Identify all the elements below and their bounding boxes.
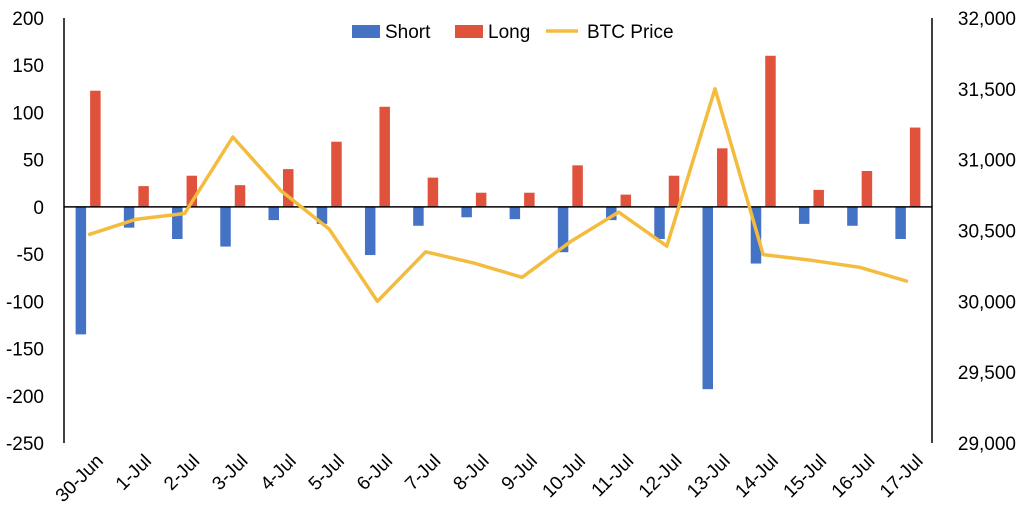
- right-axis-ticks: 32,000 31,500 31,000 30,500 30,000 29,500 29,0…: [958, 9, 1016, 455]
- short-bar: [606, 206, 617, 221]
- long-bar: [668, 175, 680, 207]
- x-tick-label: 4-Jul: [257, 451, 301, 495]
- btc-price-line-group: [87, 87, 909, 304]
- x-tick-label: 16-Jul: [828, 451, 879, 502]
- x-tick-label: 10-Jul: [539, 451, 590, 502]
- short-bar: [702, 206, 713, 390]
- long-bar: [620, 194, 632, 207]
- x-tick-label: 3-Jul: [208, 451, 252, 495]
- left-tick-label: 100: [12, 103, 44, 124]
- x-tick-label: 8-Jul: [450, 451, 494, 495]
- long-bar: [717, 148, 728, 207]
- short-bar: [798, 206, 810, 224]
- x-tick-label: 12-Jul: [635, 451, 686, 502]
- left-axis-ticks: 200 150 100 50 0 -50 -100 -150 -200 -250: [6, 9, 44, 455]
- long-bar: [909, 127, 921, 207]
- bars: [75, 55, 921, 390]
- short-bar: [268, 206, 279, 221]
- long-bar: [427, 177, 439, 207]
- left-tick-label: 50: [23, 151, 44, 172]
- long-bar: [765, 55, 776, 207]
- right-tick-label: 29,500: [958, 363, 1016, 384]
- long-bar: [283, 169, 294, 207]
- legend-label: Short: [385, 22, 431, 43]
- long-bar: [234, 185, 246, 207]
- long-bar: [475, 192, 487, 207]
- short-bar: [509, 206, 521, 220]
- long-bar: [90, 90, 101, 207]
- short-bar: [413, 206, 424, 226]
- x-tick-label: 5-Jul: [305, 451, 349, 495]
- btc-price-line: [87, 87, 909, 304]
- left-tick-label: -150: [6, 340, 44, 361]
- x-tick-label: 7-Jul: [401, 451, 445, 495]
- short-bar: [220, 206, 231, 247]
- right-tick-label: 30,500: [958, 222, 1016, 243]
- x-tick-label: 9-Jul: [498, 451, 542, 495]
- left-tick-label: 150: [12, 56, 44, 77]
- legend: Short Long BTC Price: [352, 22, 674, 43]
- long-bar: [379, 106, 390, 207]
- long-bar: [186, 175, 198, 207]
- x-tick-label: 15-Jul: [780, 451, 831, 502]
- left-tick-label: -100: [6, 292, 44, 313]
- x-tick-label: 2-Jul: [160, 451, 204, 495]
- long-bar: [861, 171, 873, 207]
- right-tick-label: 31,000: [958, 151, 1016, 172]
- right-tick-label: 31,500: [958, 80, 1016, 101]
- short-bar: [172, 206, 183, 239]
- x-axis-labels: 30-Jun 1-Jul 2-Jul 3-Jul 4-Jul 5-Jul 6-Jul 7-Ju…: [52, 451, 928, 507]
- x-tick-label: 6-Jul: [353, 451, 397, 495]
- long-bar: [331, 141, 342, 207]
- x-tick-label: 13-Jul: [683, 451, 734, 502]
- x-tick-label: 14-Jul: [731, 451, 782, 502]
- x-tick-label: 17-Jul: [876, 451, 927, 502]
- long-bar: [524, 192, 535, 207]
- long-bar: [572, 165, 583, 207]
- long-bar: [813, 189, 824, 207]
- x-tick-label: 11-Jul: [588, 451, 638, 501]
- short-bar: [75, 206, 87, 335]
- left-tick-label: 200: [12, 9, 44, 30]
- left-tick-label: -250: [6, 434, 44, 455]
- short-bar: [654, 206, 665, 239]
- right-tick-label: 30,000: [958, 292, 1016, 313]
- short-bar: [316, 206, 328, 224]
- short-bar: [847, 206, 858, 226]
- left-tick-label: 0: [33, 198, 44, 219]
- x-tick-label: 30-Jun: [52, 451, 108, 507]
- legend-label: BTC Price: [587, 22, 674, 43]
- short-bar: [123, 206, 135, 228]
- left-tick-label: -50: [17, 245, 44, 266]
- short-bar: [557, 206, 569, 253]
- right-tick-label: 32,000: [958, 9, 1016, 30]
- legend-swatch-short: [352, 25, 380, 38]
- x-tick-label: 1-Jul: [112, 451, 156, 495]
- long-bar: [138, 186, 149, 207]
- left-tick-label: -200: [6, 387, 44, 408]
- short-bar: [461, 206, 472, 218]
- legend-swatch-long: [455, 25, 483, 38]
- right-tick-label: 29,000: [958, 434, 1016, 455]
- legend-label: Long: [488, 22, 530, 43]
- short-bar: [895, 206, 906, 239]
- short-bar: [364, 206, 376, 256]
